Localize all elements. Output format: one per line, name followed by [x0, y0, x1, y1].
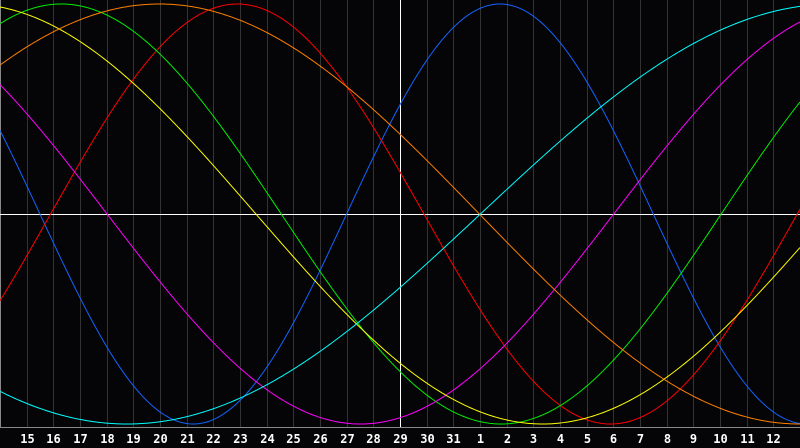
x-tick-label: 19	[126, 432, 140, 446]
x-tick-label: 6	[610, 432, 617, 446]
series-curve-48-day	[0, 3, 800, 425]
x-tick-label: 25	[286, 432, 300, 446]
x-tick-label: 16	[46, 432, 60, 446]
x-tick-label: 23	[233, 432, 247, 446]
x-tick-label: 22	[206, 432, 220, 446]
x-tick-label: 5	[584, 432, 591, 446]
x-tick-label: 24	[260, 432, 274, 446]
series-curve-28-day	[0, 3, 800, 425]
axes	[0, 0, 800, 428]
x-tick-label: 27	[340, 432, 354, 446]
x-tick-label: 3	[530, 432, 537, 446]
series-curve-38-day	[0, 21, 800, 425]
x-tick-label: 20	[153, 432, 167, 446]
series-curve-53-day	[0, 5, 800, 425]
x-tick-label: 1	[477, 432, 484, 446]
x-tick-label: 26	[313, 432, 327, 446]
x-tick-label: 7	[637, 432, 644, 446]
x-tick-label: 31	[446, 432, 460, 446]
x-tick-label: 18	[100, 432, 114, 446]
x-tick-label: 28	[366, 432, 380, 446]
x-tick-label: 8	[664, 432, 671, 446]
x-tick-label: 30	[420, 432, 434, 446]
series-curve-23-day	[0, 3, 800, 425]
x-tick-label: 11	[740, 432, 754, 446]
x-tick-label: 9	[690, 432, 697, 446]
x-tick-label: 17	[73, 432, 87, 446]
x-tick-label: 15	[20, 432, 34, 446]
x-tick-label: 10	[713, 432, 727, 446]
series-curves	[0, 3, 800, 425]
x-tick-label: 2	[504, 432, 511, 446]
x-tick-label: 4	[557, 432, 564, 446]
x-tick-label: 12	[766, 432, 780, 446]
x-tick-label: 29	[393, 432, 407, 446]
series-curve-33-day	[0, 3, 800, 425]
series-curve-43-day	[0, 6, 800, 425]
x-tick-label: 21	[180, 432, 194, 446]
x-tick-labels: 15 16 17 18 19 20 21 22 23 24 25 26 27 28 29 30 31 1 2 3 4 5 6…	[20, 432, 780, 446]
